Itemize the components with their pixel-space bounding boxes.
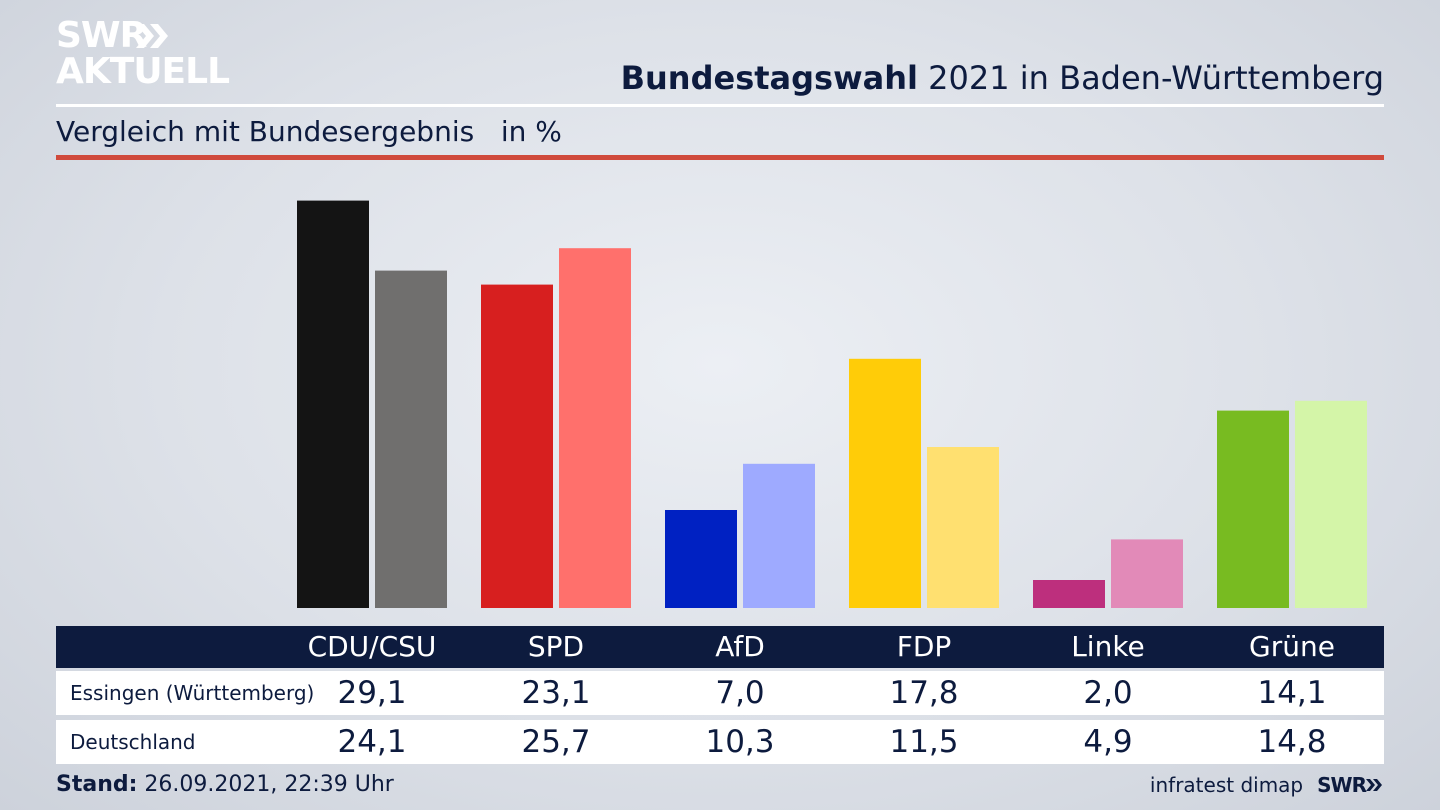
page-title: Bundestagswahl 2021 in Baden-Württemberg: [621, 58, 1384, 98]
column-header: Linke: [1016, 626, 1200, 668]
bar-national-spd: [559, 248, 631, 608]
column-header: CDU/CSU: [280, 626, 464, 668]
swr-small-logo: SWR: [1317, 770, 1384, 800]
brand-text: SWR: [1317, 770, 1366, 800]
column-header: SPD: [464, 626, 648, 668]
source-text: infratest dimap: [1150, 770, 1303, 800]
subtitle: Vergleich mit Bundesergebnis in %: [56, 114, 562, 150]
logo-line1: SWR: [56, 16, 146, 56]
table-cell: 2,0: [1016, 671, 1200, 715]
bar-national-grüne: [1295, 401, 1367, 608]
table-cell: 17,8: [832, 671, 1016, 715]
bar-chart: [56, 160, 1384, 610]
results-table: CDU/CSU SPD AfD FDP Linke Grüne Essingen (Wür…: [56, 626, 1384, 764]
table-cell: 4,9: [1016, 720, 1200, 764]
bar-national-linke: [1111, 539, 1183, 608]
bar-local-cducsu: [297, 201, 369, 608]
table-cell: 29,1: [280, 671, 464, 715]
column-header: FDP: [832, 626, 1016, 668]
table-cell: 14,1: [1200, 671, 1384, 715]
swr-aktuell-logo: SWR AKTUELL: [56, 16, 226, 92]
bar-local-afd: [665, 510, 737, 608]
source-credit: infratest dimap SWR: [1150, 770, 1384, 800]
bar-local-grüne: [1217, 411, 1289, 608]
table-cell: 23,1: [464, 671, 648, 715]
stand-label: Stand:: [56, 772, 137, 797]
title-bold: Bundestagswahl: [621, 59, 918, 97]
table-row: Essingen (Württemberg) 29,1 23,1 7,0 17,8 2,…: [56, 671, 1384, 715]
bar-national-fdp: [927, 447, 999, 608]
table-cell: 24,1: [280, 720, 464, 764]
table-row: Deutschland 24,1 25,7 10,3 11,5 4,9 14,8: [56, 720, 1384, 764]
column-header: Grüne: [1200, 626, 1384, 668]
logo-line2: AKTUELL: [56, 52, 229, 92]
table-cell: 11,5: [832, 720, 1016, 764]
bar-local-linke: [1033, 580, 1105, 608]
title-divider: [56, 104, 1384, 107]
stand-value: 26.09.2021, 22:39 Uhr: [137, 772, 393, 797]
bar-national-afd: [743, 464, 815, 608]
table-cell: 10,3: [648, 720, 832, 764]
title-rest: 2021 in Baden-Württemberg: [918, 59, 1384, 97]
table-header: CDU/CSU SPD AfD FDP Linke Grüne: [56, 626, 1384, 668]
bar-local-fdp: [849, 359, 921, 608]
chevron-double-right-icon: [1366, 777, 1384, 793]
table-cell: 14,8: [1200, 720, 1384, 764]
row-label: Deutschland: [70, 720, 196, 764]
chevron-double-right-icon: [136, 22, 172, 50]
bar-national-cducsu: [375, 271, 447, 608]
table-cell: 25,7: [464, 720, 648, 764]
table-cell: 7,0: [648, 671, 832, 715]
column-header: AfD: [648, 626, 832, 668]
bar-local-spd: [481, 285, 553, 608]
timestamp: Stand: 26.09.2021, 22:39 Uhr: [56, 770, 394, 800]
row-label: Essingen (Württemberg): [70, 671, 314, 715]
